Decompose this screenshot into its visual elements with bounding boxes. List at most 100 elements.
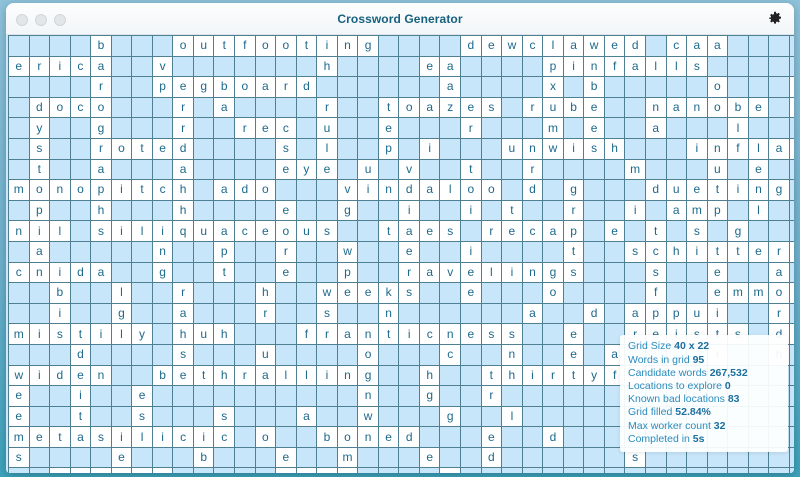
grid-cell-empty[interactable] [501,446,523,469]
grid-cell-letter[interactable]: o [254,426,277,448]
grid-cell-empty[interactable] [521,117,544,139]
grid-cell-empty[interactable] [316,343,338,366]
grid-cell-letter[interactable]: r [234,364,256,387]
grid-cell-empty[interactable] [336,117,359,139]
grid-cell-empty[interactable] [439,282,462,304]
grid-cell-letter[interactable]: p [542,55,564,78]
grid-cell-empty[interactable] [480,302,503,325]
grid-cell-letter[interactable]: o [706,76,729,98]
grid-cell-letter[interactable]: y [28,117,51,139]
grid-cell-empty[interactable] [69,158,92,181]
grid-cell-letter[interactable]: n [501,343,523,366]
grid-cell-letter[interactable]: s [275,137,297,160]
grid-cell-letter[interactable]: s [439,220,462,242]
grid-cell-letter[interactable]: e [460,261,482,284]
grid-cell-letter[interactable]: r [542,364,564,387]
grid-cell-empty[interactable] [192,158,215,181]
grid-cell-empty[interactable] [788,199,794,222]
grid-cell-letter[interactable]: e [788,323,794,345]
grid-cell-letter[interactable]: r [480,220,503,242]
grid-cell-empty[interactable] [788,55,794,78]
grid-cell-letter[interactable]: t [644,220,667,242]
grid-cell-empty[interactable] [377,35,400,57]
grid-cell-letter[interactable]: e [69,364,92,387]
grid-cell-letter[interactable]: s [644,261,667,284]
grid-cell-empty[interactable] [192,179,215,201]
grid-cell-letter[interactable]: c [521,35,544,57]
grid-cell-letter[interactable]: e [110,446,133,469]
grid-cell-letter[interactable]: u [501,137,523,160]
grid-cell-empty[interactable] [747,302,770,325]
grid-cell-letter[interactable]: m [8,426,30,448]
grid-cell-letter[interactable]: c [69,96,92,119]
grid-cell-empty[interactable] [501,385,523,407]
grid-cell-empty[interactable] [8,302,30,325]
grid-cell-letter[interactable]: x [542,76,564,98]
grid-cell-letter[interactable]: s [8,446,30,469]
grid-cell-letter[interactable]: t [706,240,729,263]
grid-cell-letter[interactable]: u [254,343,277,366]
grid-cell-empty[interactable] [788,385,794,407]
grid-cell-letter[interactable]: e [254,117,277,139]
grid-cell-letter[interactable]: e [706,261,729,284]
grid-cell-letter[interactable]: a [90,261,112,284]
grid-cell-empty[interactable] [583,220,605,242]
grid-cell-letter[interactable]: p [90,179,112,201]
grid-cell-empty[interactable] [398,55,420,78]
grid-cell-letter[interactable]: g [562,179,585,201]
grid-cell-empty[interactable] [768,199,790,222]
grid-cell-empty[interactable] [49,158,71,181]
grid-cell-empty[interactable] [172,405,194,428]
grid-cell-empty[interactable] [316,405,338,428]
grid-cell-letter[interactable]: a [418,261,441,284]
grid-cell-empty[interactable] [8,158,30,181]
grid-cell-empty[interactable] [562,467,585,473]
grid-cell-empty[interactable] [254,158,277,181]
grid-cell-empty[interactable] [275,55,297,78]
grid-cell-empty[interactable] [398,343,420,366]
grid-cell-letter[interactable]: l [747,199,770,222]
grid-cell-empty[interactable] [131,55,153,78]
grid-cell-empty[interactable] [562,426,585,448]
grid-cell-letter[interactable]: n [439,323,462,345]
grid-cell-letter[interactable]: r [172,117,194,139]
grid-cell-empty[interactable] [192,55,215,78]
grid-cell-letter[interactable]: g [727,220,749,242]
grid-cell-empty[interactable] [131,158,153,181]
grid-cell-empty[interactable] [788,117,794,139]
grid-cell-empty[interactable] [8,117,30,139]
grid-cell-empty[interactable] [747,261,770,284]
grid-cell-empty[interactable] [295,385,318,407]
grid-cell-empty[interactable] [234,343,256,366]
grid-cell-letter[interactable]: b [90,35,112,57]
grid-cell-letter[interactable]: m [727,282,749,304]
grid-cell-empty[interactable] [254,137,277,160]
grid-cell-empty[interactable] [418,426,441,448]
grid-cell-letter[interactable]: t [131,137,153,160]
grid-cell-empty[interactable] [521,240,544,263]
grid-cell-empty[interactable] [28,76,51,98]
grid-cell-empty[interactable] [727,199,749,222]
grid-cell-letter[interactable]: f [727,137,749,160]
grid-cell-letter[interactable]: l [542,35,564,57]
grid-cell-empty[interactable] [521,199,544,222]
grid-cell-empty[interactable] [665,261,688,284]
grid-cell-empty[interactable] [480,76,503,98]
grid-cell-empty[interactable] [377,76,400,98]
grid-cell-letter[interactable]: a [213,220,236,242]
grid-cell-letter[interactable]: c [665,35,688,57]
grid-cell-letter[interactable]: a [213,179,236,201]
grid-cell-letter[interactable]: a [254,364,277,387]
grid-cell-empty[interactable] [275,323,297,345]
grid-cell-empty[interactable] [49,117,71,139]
grid-cell-letter[interactable]: a [90,55,112,78]
grid-cell-empty[interactable] [501,55,523,78]
grid-cell-letter[interactable]: m [788,137,794,160]
grid-cell-empty[interactable] [460,405,482,428]
grid-cell-letter[interactable]: t [69,405,92,428]
grid-cell-letter[interactable]: d [644,179,667,201]
grid-cell-letter[interactable]: a [665,199,688,222]
grid-cell-empty[interactable] [583,343,605,366]
grid-cell-empty[interactable] [418,405,441,428]
grid-cell-letter[interactable]: a [336,323,359,345]
